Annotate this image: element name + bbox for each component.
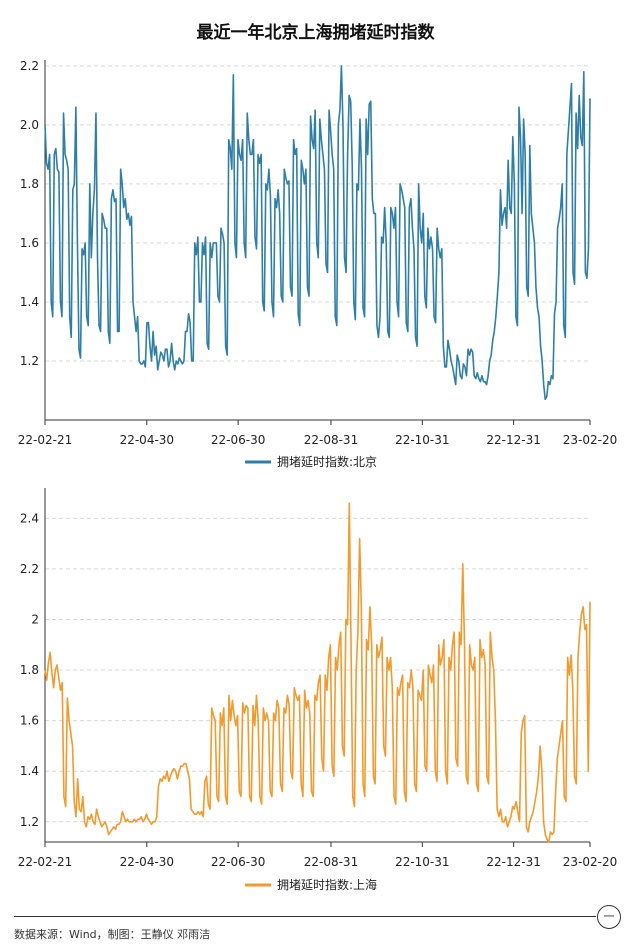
beijing-y-tick-label: 1.2 (20, 354, 39, 368)
beijing-series-line (44, 65, 591, 401)
beijing-x-tick-label: 22-04-30 (120, 433, 174, 447)
shanghai-y-tick-label: 1.6 (20, 714, 39, 728)
beijing-y-tick-label: 1.6 (20, 236, 39, 250)
shanghai-y-tick-label: 2.4 (20, 511, 39, 525)
beijing-x-tick-label: 23-02-20 (563, 433, 617, 447)
beijing-legend-label: 拥堵延时指数:北京 (277, 454, 377, 469)
shanghai-x-tick-label: 23-02-20 (563, 855, 617, 869)
shanghai-y-tick-label: 2.2 (20, 562, 39, 576)
chart-title: 最近一年北京上海拥堵延时指数 (196, 23, 435, 43)
shanghai-y-tick-label: 2 (31, 612, 39, 626)
shanghai-x-tick-label: 22-02-21 (18, 855, 72, 869)
beijing-y-tick-label: 1.4 (20, 295, 39, 309)
shanghai-y-tick-label: 1.8 (20, 663, 39, 677)
shanghai-x-tick-label: 22-12-31 (486, 855, 540, 869)
beijing-x-tick-label: 22-10-31 (395, 433, 449, 447)
shanghai-x-tick-label: 22-04-30 (120, 855, 174, 869)
beijing-x-tick-label: 22-08-31 (304, 433, 358, 447)
shanghai-x-tick-label: 22-06-30 (211, 855, 265, 869)
shanghai-x-tick-label: 22-08-31 (304, 855, 358, 869)
beijing-y-tick-label: 2.0 (20, 118, 39, 132)
shanghai-y-tick-label: 1.4 (20, 764, 39, 778)
beijing-y-tick-label: 1.8 (20, 177, 39, 191)
beijing-y-tick-label: 2.2 (20, 59, 39, 73)
footer-divider (14, 916, 596, 917)
beijing-x-tick-label: 22-12-31 (486, 433, 540, 447)
shanghai-legend-label: 拥堵延时指数:上海 (277, 877, 377, 892)
shanghai-x-tick-label: 22-10-31 (395, 855, 449, 869)
beijing-x-tick-label: 22-06-30 (211, 433, 265, 447)
shanghai-y-tick-label: 1.2 (20, 815, 39, 829)
shanghai-series-line (44, 502, 591, 843)
source-credit: 数据来源：Wind，制图：王静仪 邓雨洁 (14, 928, 211, 941)
publisher-logo: 一 (597, 905, 621, 929)
beijing-x-tick-label: 22-02-21 (18, 433, 72, 447)
